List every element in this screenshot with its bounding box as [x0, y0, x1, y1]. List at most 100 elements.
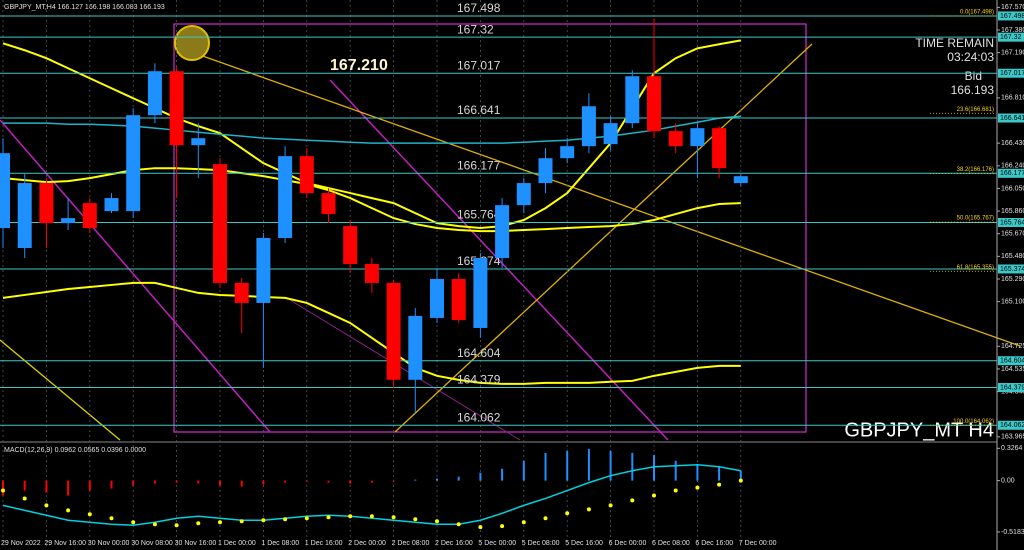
- bid-label: Bid: [965, 69, 982, 83]
- level-axis-label: 166.641: [1000, 115, 1024, 122]
- level-label: 166.177: [457, 158, 501, 172]
- level-label: 166.641: [457, 103, 501, 117]
- signal-dot: [369, 514, 374, 519]
- candle-body: [538, 158, 553, 184]
- level-axis-label: 166.177: [1000, 170, 1024, 177]
- signal-dot: [478, 525, 483, 530]
- y-tick-label: 166.810: [1001, 95, 1024, 102]
- level-axis-box: [998, 356, 1024, 366]
- signal-dot: [695, 485, 700, 490]
- chart-header: GBPJPY_MT,H4 166.127 166.198 166.083 166…: [4, 4, 165, 11]
- candle-body: [581, 106, 596, 147]
- x-tick-label: 2 Dec 00:00: [348, 540, 386, 547]
- x-tick-label: 1 Dec 00:00: [218, 540, 256, 547]
- signal-dot: [196, 521, 201, 526]
- signal-dot: [87, 512, 92, 517]
- candle-body: [408, 315, 423, 380]
- signal-dot: [239, 519, 244, 524]
- candle-body: [712, 128, 727, 169]
- candle-body: [299, 156, 314, 194]
- level-axis-label: 164.379: [1000, 384, 1024, 391]
- trend-line: [394, 43, 813, 433]
- signal-dot: [66, 508, 71, 513]
- y-tick-label: -0.5183: [1001, 529, 1024, 536]
- level-axis-label: 167.017: [1000, 70, 1024, 77]
- trend-line: [289, 299, 521, 441]
- y-tick-label: 0.00: [1001, 477, 1015, 484]
- signal-dot: [261, 518, 266, 523]
- signal-dot: [152, 522, 157, 527]
- candle-body: [256, 237, 271, 303]
- bid-price: 166.193: [951, 83, 995, 97]
- y-tick-label: 165.860: [1001, 208, 1024, 215]
- candle-body: [451, 278, 466, 320]
- trend-line: [0, 339, 121, 441]
- level-label: 167.32: [457, 22, 494, 36]
- level-axis-label: 167.498: [1000, 13, 1024, 20]
- signal-dot: [131, 520, 136, 525]
- candle-body: [343, 226, 358, 264]
- indicator-header: MACD(12,26,9) 0.0962 0.0565 0.0396 0.000…: [4, 447, 146, 454]
- x-tick-label: 30 Nov 00:00: [88, 540, 130, 547]
- level-label: 164.604: [457, 346, 501, 360]
- signal-dot: [738, 478, 743, 483]
- candle-body: [0, 153, 10, 228]
- x-tick-label: 30 Nov 16:00: [175, 540, 217, 547]
- level-axis-label: 165.764: [1000, 219, 1024, 226]
- signal-dot: [348, 514, 353, 519]
- candle-body: [234, 282, 249, 303]
- price-annotation: 167.210: [330, 57, 388, 74]
- fib-label: 61.8(165.355): [957, 265, 994, 271]
- signal-dot: [456, 522, 461, 527]
- fib-label: 38.2(166.176): [957, 167, 994, 173]
- candle-body: [516, 183, 531, 206]
- candle-body: [495, 205, 510, 259]
- y-tick-label: 165.670: [1001, 231, 1024, 238]
- level-axis-box: [998, 32, 1024, 42]
- candle-body: [126, 115, 141, 212]
- candle-body: [147, 71, 162, 116]
- level-axis-box: [998, 113, 1024, 123]
- signal-dot: [218, 520, 222, 525]
- level-axis-label: 165.374: [1000, 266, 1024, 273]
- candle-body: [668, 131, 683, 147]
- x-tick-label: 5 Dec 08:00: [522, 540, 560, 547]
- time-remain-label: TIME REMAIN: [915, 36, 994, 50]
- x-tick-label: 7 Dec 00:00: [739, 540, 777, 547]
- candle-body: [17, 183, 32, 249]
- level-label: 164.379: [457, 373, 501, 387]
- y-tick-label: 167.570: [1001, 4, 1024, 11]
- signal-dot: [109, 516, 114, 521]
- x-tick-label: 29 Nov 16:00: [44, 540, 86, 547]
- y-tick-label: 0.3264: [1001, 445, 1023, 452]
- candle-body: [733, 176, 748, 184]
- x-tick-label: 30 Nov 08:00: [131, 540, 173, 547]
- signal-dot: [717, 482, 722, 487]
- signal-dot: [304, 516, 309, 521]
- level-axis-box: [998, 420, 1024, 430]
- level-axis-label: 167.32: [1000, 34, 1022, 41]
- x-tick-label: 6 Dec 00:00: [609, 540, 647, 547]
- indicator-line: [2, 167, 741, 233]
- level-axis-label: 164.604: [1000, 358, 1024, 365]
- candle-body: [104, 198, 119, 212]
- signal-dot: [500, 524, 505, 529]
- signal-dot: [22, 496, 27, 501]
- candle-body: [647, 76, 661, 132]
- signal-dot: [44, 503, 49, 508]
- candle-body: [364, 263, 379, 283]
- y-tick-label: 164.535: [1001, 366, 1024, 373]
- marker-circle: [174, 25, 210, 61]
- candle-body: [321, 193, 336, 215]
- candle-body: [690, 128, 705, 147]
- fib-label: 0.0(167.498): [960, 10, 994, 16]
- y-tick-label: 166.430: [1001, 140, 1024, 147]
- signal-dot: [586, 507, 591, 512]
- trend-line: [329, 79, 669, 441]
- y-tick-label: 165.480: [1001, 253, 1024, 260]
- x-tick-label: 6 Dec 16:00: [695, 540, 733, 547]
- signal-dot: [435, 519, 439, 524]
- level-axis-box: [998, 11, 1024, 21]
